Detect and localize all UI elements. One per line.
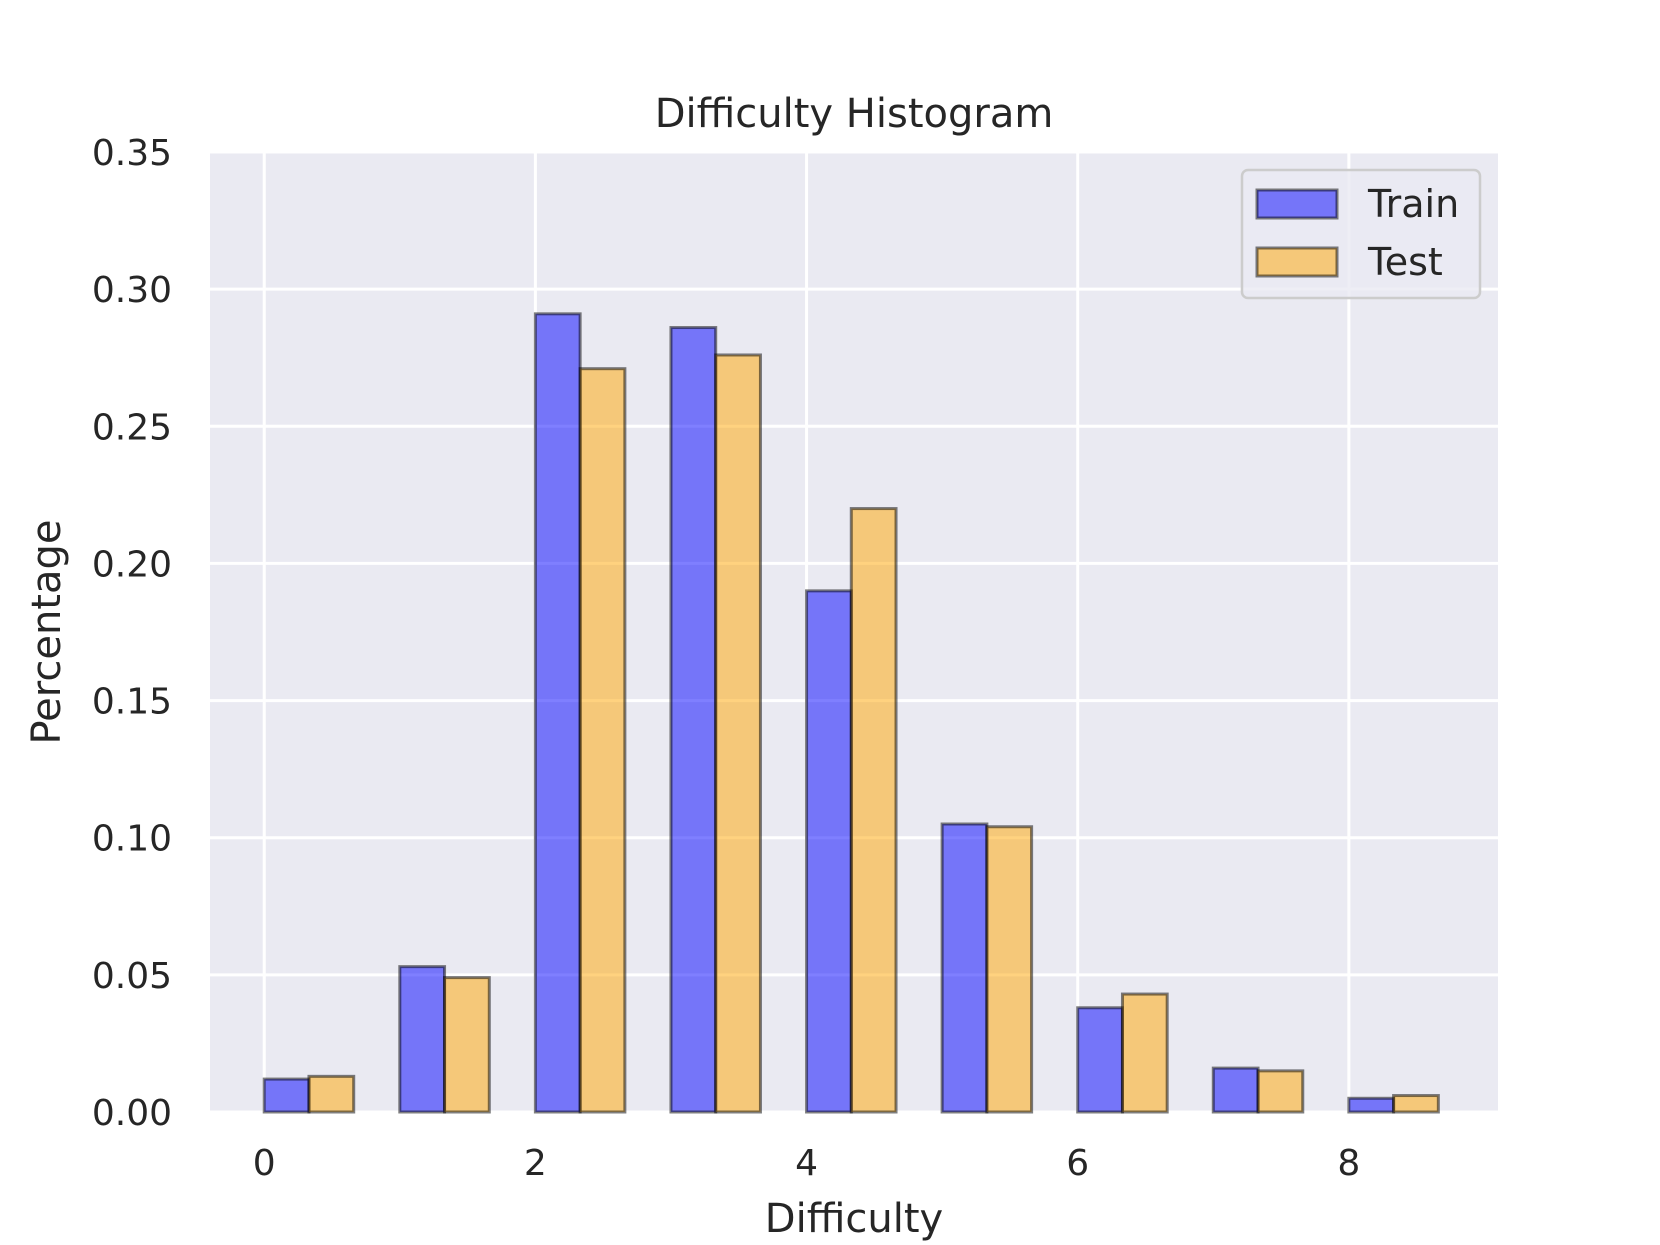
bar-test-1 [443,976,491,1114]
y-tick-label: 0.25 [92,407,172,448]
y-tick-label: 0.10 [92,819,172,860]
bar-train-5 [940,822,989,1114]
x-tick-label: 8 [1337,1143,1360,1184]
x-tick-label: 4 [795,1143,818,1184]
bar-test-4 [849,507,898,1114]
tick-labels: 0 2 4 6 8 0.00 0.05 0.10 0.15 0.20 0.25 0.30 0.35 [92,133,1360,1184]
y-tick-label: 0.20 [92,544,172,585]
bar-train-7 [1211,1066,1260,1114]
legend-label-test: Test [1367,240,1443,284]
bar-test-3 [714,353,762,1114]
bar-train-6 [1076,1006,1124,1114]
x-tick-label: 0 [253,1143,276,1184]
y-tick-label: 0.30 [92,270,172,311]
bar-test-6 [1120,992,1169,1114]
bar-test-2 [578,367,627,1114]
x-tick-label: 6 [1066,1143,1089,1184]
bar-test-0 [307,1074,356,1114]
chart-title: Difficulty Histogram [655,91,1054,137]
bar-train-1 [398,965,447,1114]
bar-train-8 [1347,1096,1396,1114]
y-tick-label: 0.05 [92,956,172,997]
legend: Train Test [1240,168,1482,300]
bar-train-2 [533,312,582,1114]
bar-train-3 [669,326,718,1114]
legend-swatch-train [1255,188,1339,220]
bars [262,312,1440,1114]
x-tick-label: 2 [524,1143,547,1184]
y-tick-label: 0.35 [92,133,172,174]
legend-label-train: Train [1367,182,1459,226]
legend-swatch-test [1255,246,1339,278]
bar-train-4 [805,589,853,1114]
bar-train-0 [262,1077,311,1114]
bar-test-7 [1256,1069,1305,1114]
y-axis-label: Percentage [24,519,70,744]
bar-test-5 [985,825,1034,1114]
y-tick-label: 0.00 [92,1093,172,1134]
bar-test-8 [1392,1094,1440,1114]
x-axis-label: Difficulty [765,1196,943,1242]
y-tick-label: 0.15 [92,682,172,723]
